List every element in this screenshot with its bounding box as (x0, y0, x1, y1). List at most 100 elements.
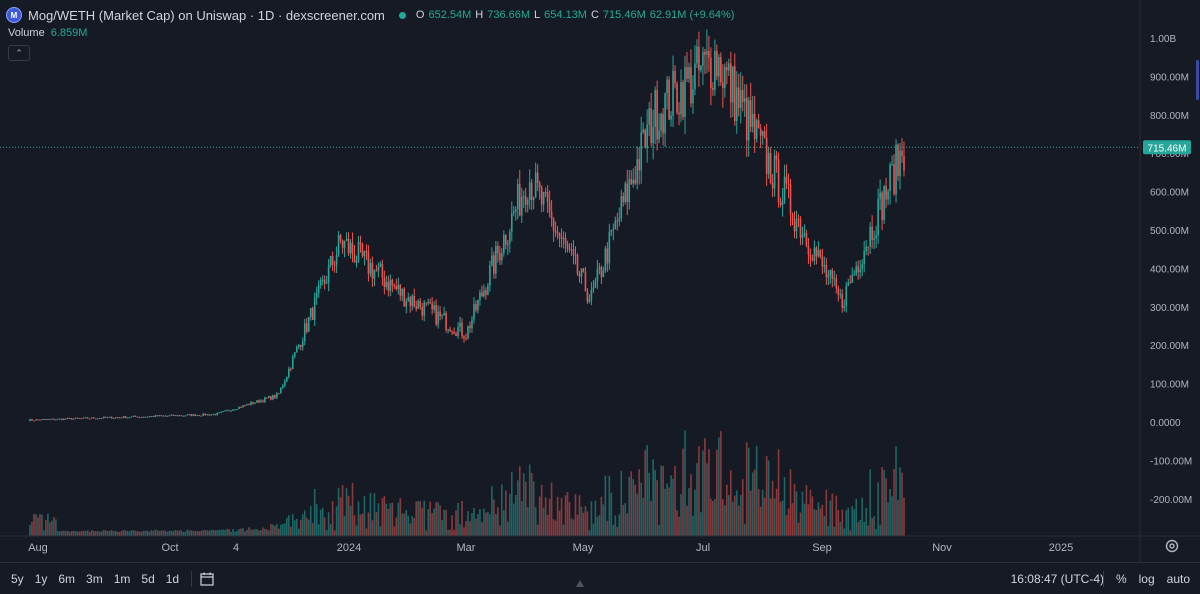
candle-body (425, 302, 427, 304)
volume-bar (612, 524, 615, 536)
candle-body (329, 255, 332, 266)
candle-body (276, 393, 278, 398)
candle-body (55, 419, 57, 421)
gear-icon[interactable] (1164, 538, 1180, 554)
candle-body (136, 416, 139, 418)
candle-body (311, 307, 314, 320)
candle-body (403, 288, 406, 307)
volume-bar (745, 442, 748, 536)
volume-bar (616, 526, 619, 536)
x-axis[interactable]: Aug Oct 4 2024 Mar May Jul Sep Nov 2025 (28, 542, 1073, 554)
volume-bar (307, 519, 310, 536)
candle-body (421, 307, 423, 316)
volume-bar (487, 511, 489, 536)
candle-body (642, 129, 644, 133)
candle-body (735, 87, 738, 121)
volume-bar (700, 512, 702, 536)
candle-body (608, 232, 611, 264)
candle-body (737, 87, 740, 109)
range-1y-button[interactable]: 1y (34, 571, 48, 586)
candle-body (604, 248, 607, 271)
candle-body (648, 108, 650, 125)
volume-bar (501, 484, 503, 536)
volume-bar (391, 502, 394, 536)
y-tick-label: 200.00M (1150, 341, 1189, 352)
volume-bar (182, 531, 185, 536)
volume-bar (594, 500, 597, 536)
candle-body (29, 419, 31, 422)
scrollbar-thumb[interactable] (1196, 60, 1199, 100)
volume-bar (781, 500, 784, 536)
volume-bar (680, 494, 682, 536)
clock-time[interactable]: 16:08:47 (UTC-4) (1010, 571, 1104, 586)
candle-body (262, 400, 264, 402)
volume-bar (793, 483, 796, 536)
volume-legend[interactable]: Volume 6.859M (8, 27, 87, 39)
y-tick-label: -100.00M (1150, 456, 1192, 467)
volume-bar (574, 494, 577, 536)
candle-body (333, 264, 336, 266)
volume-bar (339, 497, 342, 536)
candle-body (646, 124, 648, 149)
volume-bar (702, 450, 704, 536)
candle-body (160, 415, 163, 417)
volume-bar (630, 471, 633, 536)
candle-body (230, 410, 232, 412)
candle-body (821, 256, 824, 267)
collapse-legend-button[interactable]: ⌃ (8, 45, 30, 61)
volume-bar (638, 469, 641, 536)
volume-bar (220, 529, 222, 536)
percent-scale-button[interactable]: % (1115, 571, 1127, 586)
volume-bar (726, 484, 728, 536)
volume-bar (797, 522, 800, 536)
range-5y-button[interactable]: 5y (11, 571, 24, 586)
volume-bar (817, 502, 820, 536)
candle-body (847, 282, 850, 286)
y-axis[interactable]: 1.00B 900.00M 800.00M 700.00M 600.00M 500.00M… (1150, 34, 1192, 506)
candle-body (512, 211, 515, 214)
candle-body (409, 297, 412, 307)
candle-body (507, 243, 509, 245)
range-1d-button[interactable]: 1d (165, 571, 180, 586)
candle-body (268, 396, 270, 399)
candle-body (632, 179, 635, 184)
volume-bar (660, 465, 662, 536)
range-5d-button[interactable]: 5d (141, 571, 155, 586)
auto-scale-button[interactable]: auto (1166, 571, 1190, 586)
volume-bar (688, 488, 690, 536)
candle-body (714, 51, 716, 90)
candle-body (132, 415, 135, 417)
volume-bar (604, 475, 607, 536)
candle-body (441, 314, 443, 316)
volume-bar (481, 522, 483, 536)
scroll-marker-icon[interactable] (576, 580, 584, 587)
candle-body (710, 57, 712, 89)
range-6m-button[interactable]: 6m (58, 571, 76, 586)
candle-body (313, 297, 316, 320)
range-1m-button[interactable]: 1m (113, 571, 131, 586)
candle-body (102, 416, 105, 419)
volume-bar (865, 507, 867, 536)
volume-bar (646, 445, 648, 536)
candle-body (86, 417, 89, 419)
log-scale-button[interactable]: log (1138, 571, 1155, 586)
volume-bar (164, 530, 167, 536)
candle-body (610, 229, 613, 233)
candle-body (252, 402, 254, 404)
volume-bar (387, 508, 390, 536)
volume-bar (389, 503, 392, 536)
volume-bar (471, 513, 473, 536)
volume-bar (871, 518, 873, 536)
volume-bar (293, 520, 296, 536)
candle-body (198, 415, 201, 417)
volume-bar (624, 502, 627, 536)
market-open-icon (398, 11, 406, 19)
volume-bar (704, 438, 706, 536)
calendar-range-icon[interactable] (200, 572, 216, 586)
candle-body (536, 172, 539, 183)
volume-bar (795, 491, 798, 536)
candle-body (94, 418, 97, 420)
volume-bar (76, 531, 79, 536)
range-3m-button[interactable]: 3m (86, 571, 103, 586)
